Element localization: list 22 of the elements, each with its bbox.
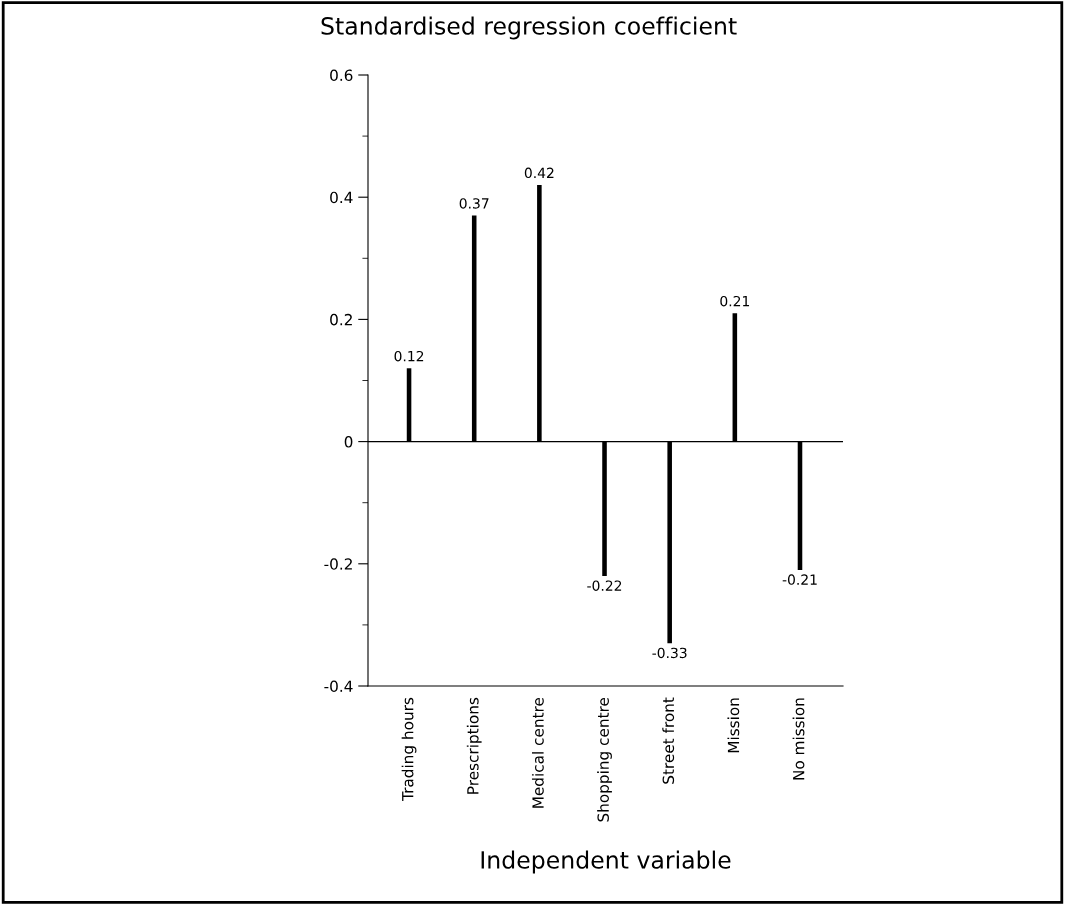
data-label: 0.37 xyxy=(459,198,489,209)
x-tick-label: Shopping centre xyxy=(597,697,612,822)
data-label: -0.21 xyxy=(782,574,817,585)
y-tick-label: -0.2 xyxy=(324,558,352,570)
y-axis-title: Standardised regression coefficient xyxy=(321,16,737,40)
y-tick-label: 0 xyxy=(344,436,353,448)
data-label: -0.33 xyxy=(652,647,687,659)
data-label: -0.22 xyxy=(587,580,622,591)
y-tick-label: 0.2 xyxy=(330,313,352,326)
x-tick-label: Street front xyxy=(662,697,675,784)
y-tick-label: -0.4 xyxy=(324,680,353,693)
data-label: 0.21 xyxy=(720,295,750,307)
x-tick-label: No mission xyxy=(792,698,805,780)
x-tick-label: Prescriptions xyxy=(466,697,482,794)
x-tick-label: Mission xyxy=(727,698,740,753)
data-label: 0.42 xyxy=(524,167,554,179)
y-tick-label: 0.6 xyxy=(330,69,353,82)
data-label: 0.12 xyxy=(394,350,424,362)
x-tick-label: Trading hours xyxy=(401,697,417,802)
x-tick-label: Medical centre xyxy=(531,697,544,808)
x-axis-title: Independent variable xyxy=(481,850,731,874)
y-tick-label: 0.4 xyxy=(330,191,353,204)
